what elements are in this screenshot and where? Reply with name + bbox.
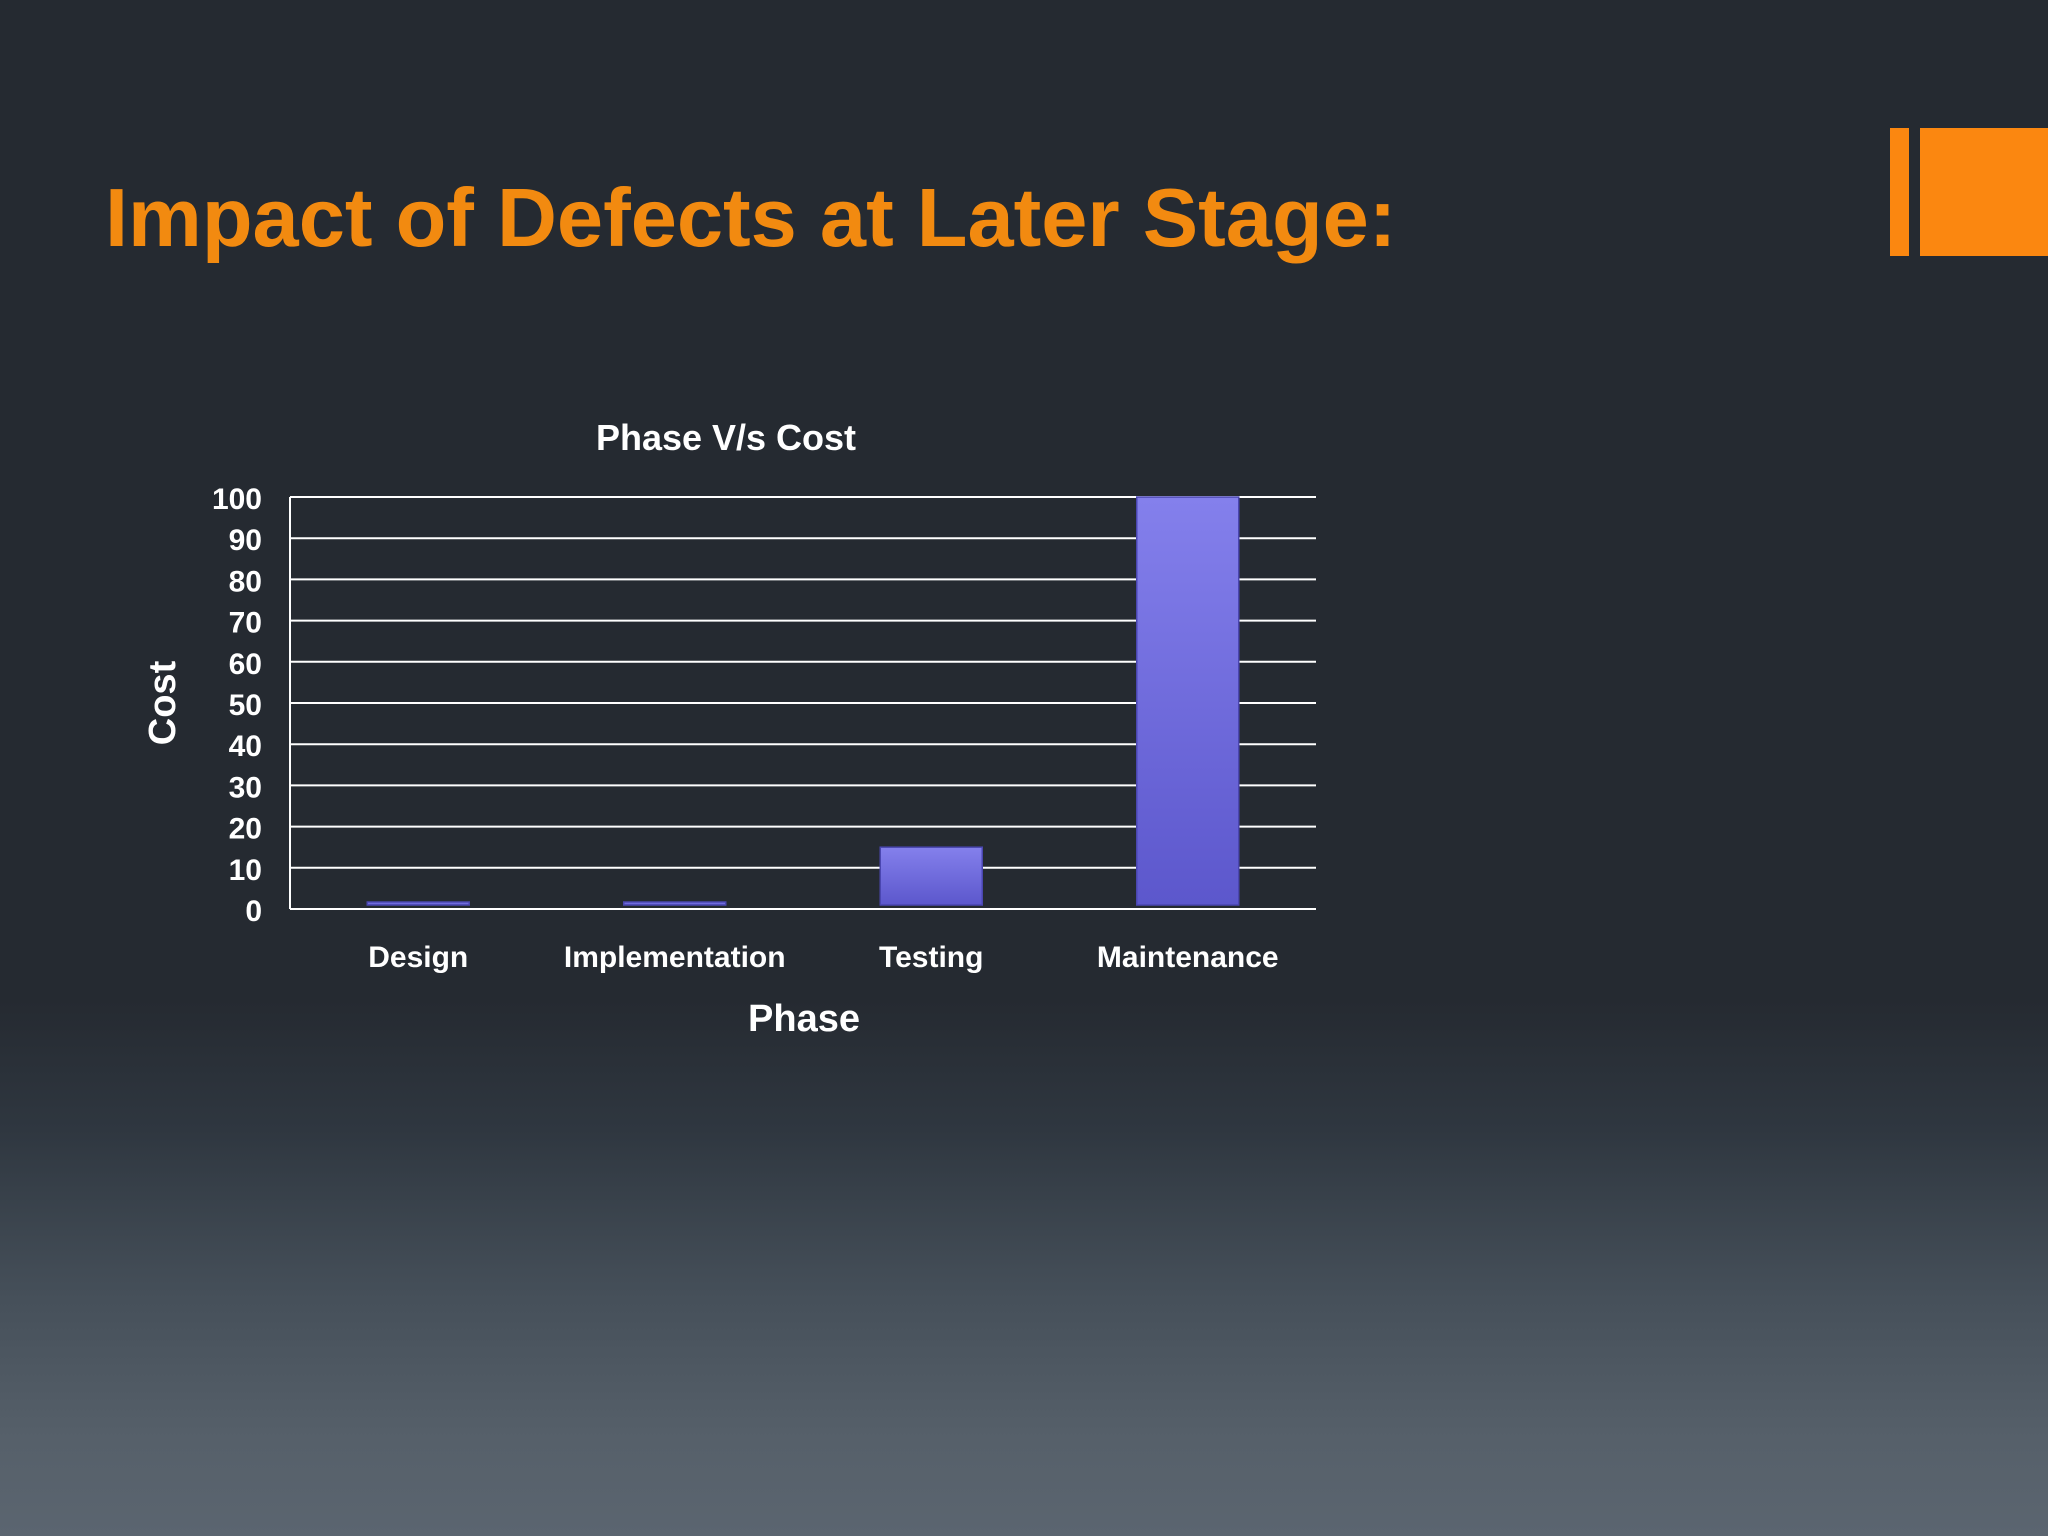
x-axis-label: Phase xyxy=(748,998,860,1040)
bar-implementation xyxy=(623,901,727,906)
bars xyxy=(366,496,1240,906)
x-tick-label: Implementation xyxy=(564,941,786,974)
x-tick-label: Maintenance xyxy=(1097,941,1279,974)
y-tick-label: 100 xyxy=(212,483,262,516)
x-tick-label: Testing xyxy=(879,941,983,974)
slide-title: Impact of Defects at Later Stage: xyxy=(105,171,1397,264)
y-tick-label: 20 xyxy=(229,813,262,846)
x-tick-labels: Design Implementation Testing Maintenance xyxy=(368,941,1278,974)
accent-bar-thin xyxy=(1890,128,1909,256)
y-tick-label: 30 xyxy=(229,771,262,804)
y-tick-labels: 0 10 20 30 40 50 60 70 80 90 100 xyxy=(212,483,262,928)
y-axis-label: Cost xyxy=(142,660,184,745)
bar-design xyxy=(366,901,470,906)
chart-title: Phase V/s Cost xyxy=(596,417,856,458)
y-tick-label: 90 xyxy=(229,524,262,557)
y-tick-label: 40 xyxy=(229,730,262,763)
x-tick-label: Design xyxy=(368,941,468,974)
y-tick-label: 60 xyxy=(229,648,262,681)
accent-block xyxy=(1920,128,2048,256)
bar-testing xyxy=(879,846,983,906)
y-tick-label: 10 xyxy=(229,854,262,887)
y-tick-label: 0 xyxy=(245,895,262,928)
y-tick-label: 50 xyxy=(229,689,262,722)
y-tick-label: 80 xyxy=(229,565,262,598)
bar-maintenance xyxy=(1136,496,1240,906)
y-tick-label: 70 xyxy=(229,607,262,640)
